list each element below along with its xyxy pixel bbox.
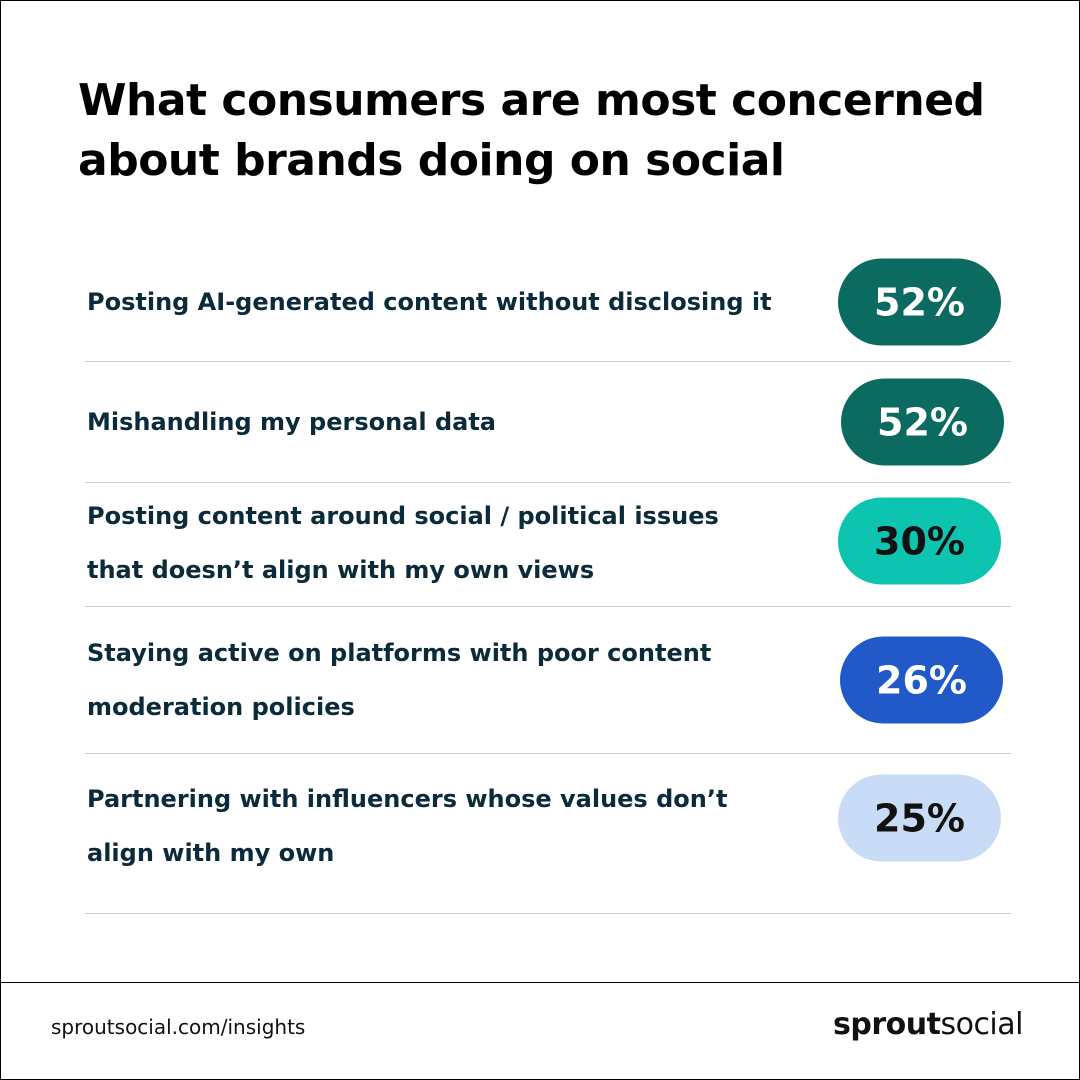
percent-pill: 26% bbox=[840, 636, 1003, 724]
item-label: Posting content around social / politica… bbox=[87, 489, 719, 597]
percent-pill: 25% bbox=[838, 774, 1001, 862]
title-line: What consumers are most concerned bbox=[78, 75, 985, 126]
label-line: Posting AI-generated content without dis… bbox=[87, 288, 772, 316]
label-line: Staying active on platforms with poor co… bbox=[87, 639, 712, 667]
footer-divider bbox=[1, 982, 1079, 983]
footer-url: sproutsocial.com/insights bbox=[51, 1015, 306, 1039]
item-label: Staying active on platforms with poor co… bbox=[87, 626, 711, 734]
row-divider bbox=[85, 361, 1011, 362]
label-line: that doesn’t align with my own views bbox=[87, 556, 595, 584]
label-line: Posting content around social / politica… bbox=[87, 502, 719, 530]
label-line: moderation policies bbox=[87, 693, 355, 721]
label-line: align with my own bbox=[87, 839, 335, 867]
brand-light: social bbox=[940, 1007, 1023, 1042]
row-divider bbox=[85, 913, 1011, 914]
label-line: Partnering with influencers whose values… bbox=[87, 785, 728, 813]
percent-pill: 52% bbox=[838, 258, 1001, 346]
item-label: Posting AI-generated content without dis… bbox=[87, 275, 772, 329]
item-label: Mishandling my personal data bbox=[87, 395, 496, 449]
row-divider bbox=[85, 753, 1011, 754]
brand-logo: sproutsocial bbox=[833, 1007, 1023, 1042]
percent-pill: 52% bbox=[841, 378, 1004, 466]
row-divider bbox=[85, 482, 1011, 483]
label-line: Mishandling my personal data bbox=[87, 408, 496, 436]
title: What consumers are most concerned about … bbox=[78, 71, 985, 191]
row-divider bbox=[85, 606, 1011, 607]
item-label: Partnering with influencers whose values… bbox=[87, 772, 727, 880]
brand-bold: sprout bbox=[833, 1007, 941, 1042]
percent-pill: 30% bbox=[838, 497, 1001, 585]
title-line: about brands doing on social bbox=[78, 135, 785, 186]
